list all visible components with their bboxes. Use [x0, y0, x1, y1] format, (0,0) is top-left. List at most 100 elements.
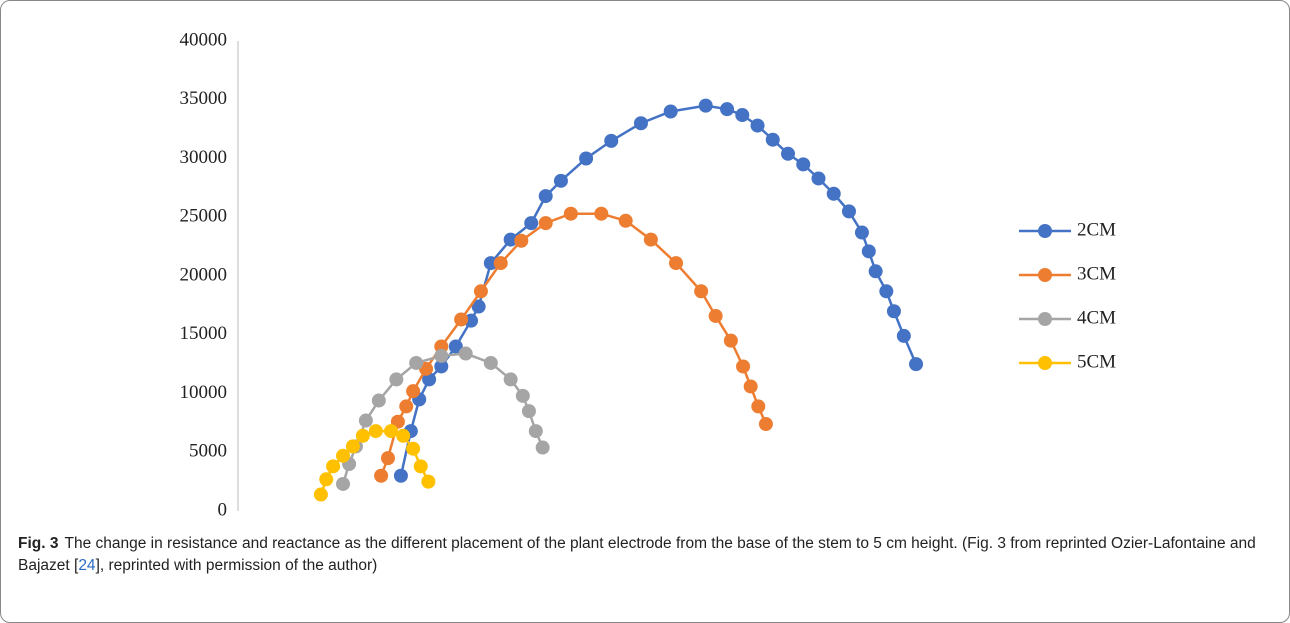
- point: [374, 468, 389, 483]
- point: [434, 348, 449, 363]
- point: [579, 151, 594, 166]
- point: [503, 372, 518, 387]
- point: [698, 98, 713, 113]
- legend-label: 3CM: [1077, 263, 1116, 284]
- point: [406, 384, 421, 399]
- legend-marker: [1038, 312, 1052, 326]
- point: [409, 355, 424, 370]
- point: [380, 451, 395, 466]
- point: [594, 206, 609, 221]
- point: [669, 256, 684, 271]
- point: [781, 146, 796, 161]
- point: [861, 244, 876, 259]
- legend-label: 2CM: [1077, 219, 1116, 240]
- point: [909, 357, 924, 372]
- point: [371, 393, 386, 408]
- point: [538, 189, 553, 204]
- point: [535, 440, 550, 455]
- point: [521, 404, 536, 419]
- point: [633, 116, 648, 131]
- legend-marker: [1038, 268, 1052, 282]
- point: [854, 225, 869, 240]
- point: [358, 413, 373, 428]
- point: [515, 388, 530, 403]
- point: [826, 186, 841, 201]
- caption: Fig. 3 The change in resistance and react…: [18, 533, 1263, 577]
- legend-marker: [1038, 224, 1052, 238]
- point: [336, 448, 351, 463]
- point: [448, 339, 463, 354]
- point: [313, 487, 328, 502]
- point: [886, 304, 901, 319]
- point: [384, 424, 399, 439]
- point: [796, 157, 811, 172]
- point: [758, 417, 773, 432]
- point: [563, 206, 578, 221]
- point: [399, 399, 414, 414]
- point: [841, 204, 856, 219]
- y-tick-label: 5000: [189, 441, 227, 462]
- point: [454, 312, 469, 327]
- point: [618, 213, 633, 228]
- caption-text: ], reprinted with permission of the auth…: [95, 557, 378, 574]
- point: [528, 424, 543, 439]
- point: [524, 216, 539, 231]
- y-tick-label: 25000: [180, 206, 228, 227]
- legend-label: 5CM: [1077, 351, 1116, 372]
- point: [743, 379, 758, 394]
- point: [355, 428, 370, 443]
- point: [503, 232, 518, 247]
- legend-label: 4CM: [1077, 307, 1116, 328]
- point: [643, 232, 658, 247]
- point: [694, 284, 709, 299]
- point: [493, 256, 508, 271]
- point: [663, 104, 678, 119]
- point: [483, 355, 498, 370]
- point: [708, 308, 723, 323]
- caption-text: The change in resistance and reactance a…: [18, 535, 1256, 574]
- y-tick-label: 20000: [180, 264, 228, 285]
- point: [868, 264, 883, 279]
- y-tick-label: 0: [218, 499, 228, 520]
- point: [553, 173, 568, 188]
- point: [879, 284, 894, 299]
- chart: 0 5000 10000 15000 20000 25000 30000 35000 40000…: [180, 29, 1117, 556]
- point: [326, 459, 341, 474]
- y-tick-label: 35000: [180, 88, 228, 109]
- caption-ref[interactable]: 24: [78, 557, 96, 574]
- point: [736, 359, 751, 374]
- point: [896, 328, 911, 343]
- point: [811, 171, 826, 186]
- y-tick-label: 10000: [180, 382, 228, 403]
- point: [458, 346, 473, 361]
- point: [723, 333, 738, 348]
- point: [471, 299, 486, 314]
- point: [473, 284, 488, 299]
- point: [604, 133, 619, 148]
- series-line: [399, 104, 918, 477]
- point: [720, 102, 735, 117]
- y-tick-label: 30000: [180, 147, 228, 168]
- point: [483, 256, 498, 271]
- point: [735, 108, 750, 123]
- point: [434, 359, 449, 374]
- point: [336, 476, 351, 491]
- point: [538, 216, 553, 231]
- point: [319, 472, 334, 487]
- point: [750, 118, 765, 133]
- y-tick-label: 15000: [180, 323, 228, 344]
- point: [413, 459, 428, 474]
- legend-marker: [1038, 356, 1052, 370]
- point: [368, 424, 383, 439]
- point: [345, 439, 360, 454]
- point: [765, 132, 780, 147]
- y-tick-label: 40000: [180, 29, 228, 50]
- point: [751, 399, 766, 414]
- point: [389, 372, 404, 387]
- point: [514, 233, 529, 248]
- point: [393, 468, 408, 483]
- caption-label: Fig. 3: [18, 535, 59, 552]
- point: [422, 372, 437, 387]
- point: [421, 474, 436, 489]
